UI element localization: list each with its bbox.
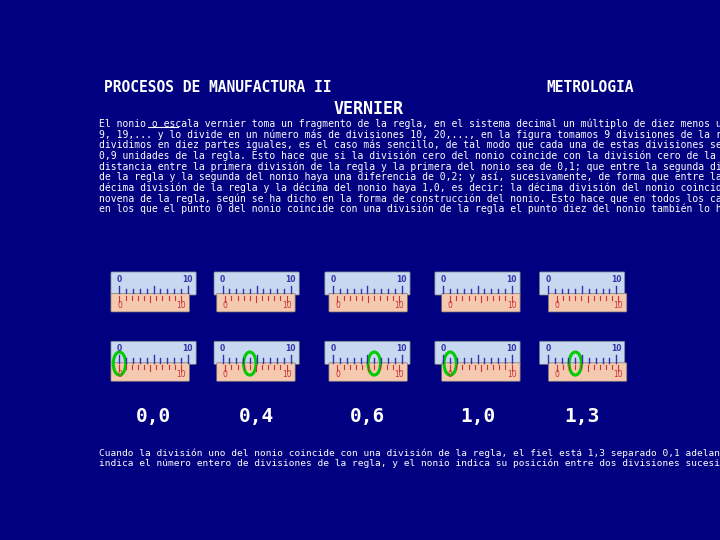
FancyBboxPatch shape <box>111 363 189 381</box>
Text: 0: 0 <box>441 275 446 284</box>
FancyBboxPatch shape <box>539 341 625 365</box>
Text: décima división de la regla y la décima del nonio haya 1,0, es decir: la décima : décima división de la regla y la décima … <box>99 183 720 193</box>
Text: 1,0: 1,0 <box>460 408 495 427</box>
Text: Cuando la división uno del nonio coincide con una división de la regla, el fiel : Cuando la división uno del nonio coincid… <box>99 448 720 458</box>
Text: 0: 0 <box>448 301 453 309</box>
FancyBboxPatch shape <box>441 363 520 381</box>
Text: 10: 10 <box>182 345 193 353</box>
Text: 9, 19,... y lo divide en un número más de divisiones 10, 20,..., en la figura to: 9, 19,... y lo divide en un número más d… <box>99 129 720 140</box>
Text: 10: 10 <box>611 275 621 284</box>
FancyBboxPatch shape <box>549 363 627 381</box>
Text: 0: 0 <box>117 301 122 309</box>
FancyBboxPatch shape <box>111 272 196 295</box>
Text: 10: 10 <box>611 345 621 353</box>
Text: 0: 0 <box>117 345 122 353</box>
Text: 0: 0 <box>222 301 228 309</box>
Text: novena de la regla, según se ha dicho en la forma de construcción del nonio. Est: novena de la regla, según se ha dicho en… <box>99 193 720 204</box>
Text: 0,0: 0,0 <box>136 408 171 427</box>
Text: indica el número entero de divisiones de la regla, y el nonio indica su posición: indica el número entero de divisiones de… <box>99 458 720 468</box>
Text: 10: 10 <box>282 301 292 309</box>
Text: distancia entre la primera división de la regla y la primera del nonio sea de 0,: distancia entre la primera división de l… <box>99 161 720 172</box>
FancyBboxPatch shape <box>549 294 627 312</box>
Text: de la regla y la segunda del nonio haya una diferencia de 0,2; y así, sucesivame: de la regla y la segunda del nonio haya … <box>99 172 720 183</box>
Text: 0: 0 <box>222 370 228 379</box>
Text: 0: 0 <box>335 301 340 309</box>
Text: 10: 10 <box>176 370 186 379</box>
Text: 0: 0 <box>220 345 225 353</box>
Text: 10: 10 <box>394 301 404 309</box>
Text: 0: 0 <box>335 370 340 379</box>
Text: 0: 0 <box>448 370 453 379</box>
FancyBboxPatch shape <box>329 294 408 312</box>
Text: 0: 0 <box>554 370 559 379</box>
Text: PROCESOS DE MANUFACTURA II: PROCESOS DE MANUFACTURA II <box>104 80 331 95</box>
Text: VERNIER: VERNIER <box>334 100 404 118</box>
Text: 0: 0 <box>330 275 336 284</box>
Text: 10: 10 <box>285 345 296 353</box>
Text: 10: 10 <box>282 370 292 379</box>
Text: 0: 0 <box>546 275 551 284</box>
Text: 0: 0 <box>330 345 336 353</box>
Text: 10: 10 <box>396 275 407 284</box>
Text: 0,6: 0,6 <box>350 408 385 427</box>
Text: 0: 0 <box>441 345 446 353</box>
FancyBboxPatch shape <box>325 272 410 295</box>
Text: 10: 10 <box>507 370 516 379</box>
Text: 0: 0 <box>117 275 122 284</box>
FancyBboxPatch shape <box>214 341 300 365</box>
Text: 10: 10 <box>176 301 186 309</box>
Text: 10: 10 <box>396 345 407 353</box>
Text: 10: 10 <box>507 301 516 309</box>
FancyBboxPatch shape <box>435 341 520 365</box>
FancyBboxPatch shape <box>217 294 295 312</box>
Text: 10: 10 <box>506 275 517 284</box>
Text: en los que el punto 0 del nonio coincide con una división de la regla el punto d: en los que el punto 0 del nonio coincide… <box>99 204 720 214</box>
Text: METROLOGIA: METROLOGIA <box>546 80 634 95</box>
Text: 10: 10 <box>394 370 404 379</box>
FancyBboxPatch shape <box>435 272 520 295</box>
FancyBboxPatch shape <box>539 272 625 295</box>
Text: El nonio o escala vernier toma un fragmento de la regla, en el sistema decimal u: El nonio o escala vernier toma un fragme… <box>99 119 720 129</box>
Text: 10: 10 <box>182 275 193 284</box>
Text: 10: 10 <box>613 301 623 309</box>
Text: 0: 0 <box>546 345 551 353</box>
FancyBboxPatch shape <box>217 363 295 381</box>
FancyBboxPatch shape <box>325 341 410 365</box>
Text: 0,9 unidades de la regla. Esto hace que si la división cero del nonio coincide c: 0,9 unidades de la regla. Esto hace que … <box>99 151 720 161</box>
FancyBboxPatch shape <box>214 272 300 295</box>
Text: 10: 10 <box>285 275 296 284</box>
Text: 0: 0 <box>554 301 559 309</box>
Text: 0: 0 <box>220 275 225 284</box>
FancyBboxPatch shape <box>111 341 196 365</box>
Text: 0: 0 <box>117 370 122 379</box>
Text: 1,3: 1,3 <box>564 408 600 427</box>
FancyBboxPatch shape <box>441 294 520 312</box>
FancyBboxPatch shape <box>329 363 408 381</box>
Text: 10: 10 <box>613 370 623 379</box>
Text: 0,4: 0,4 <box>239 408 274 427</box>
Text: 10: 10 <box>506 345 517 353</box>
FancyBboxPatch shape <box>111 294 189 312</box>
Text: dividimos en diez partes iguales, es el caso más sencillo, de tal modo que cada : dividimos en diez partes iguales, es el … <box>99 140 720 151</box>
